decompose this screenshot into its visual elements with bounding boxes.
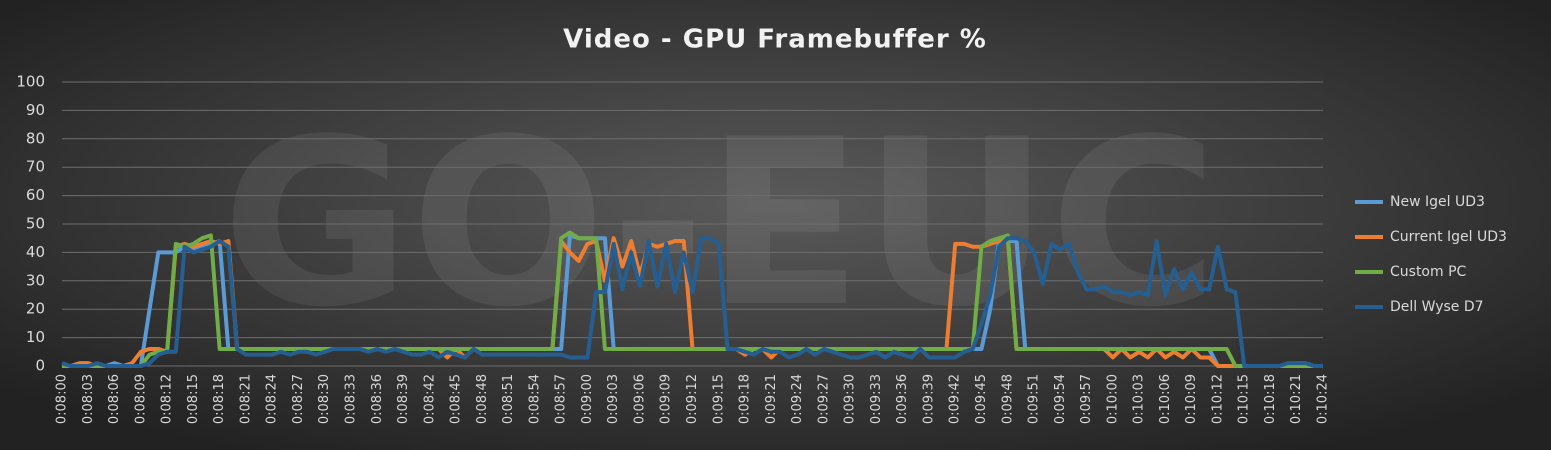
x-tick-label: 0:09:36	[895, 374, 910, 424]
x-tick-label: 0:09:54	[1053, 374, 1068, 424]
y-tick-label: 0	[35, 357, 45, 375]
x-tick-label: 0:10:18	[1263, 374, 1278, 424]
x-tick-label: 0:08:57	[554, 374, 569, 424]
x-tick-label: 0:08:27	[291, 374, 306, 424]
x-tick-label: 0:09:15	[711, 374, 726, 424]
x-tick-label: 0:09:12	[685, 374, 700, 424]
x-tick-label: 0:08:39	[396, 374, 411, 424]
x-tick-label: 0:08:15	[186, 374, 201, 424]
series-line	[61, 236, 1323, 368]
x-tick-label: 0:08:09	[133, 374, 148, 424]
series-line	[62, 230, 1323, 368]
grid: 0 10 20 30 40 50 60 70 80 90 100	[16, 73, 1323, 375]
x-tick-label: 0:08:21	[238, 374, 253, 424]
x-tick-label: 0:09:03	[606, 374, 621, 424]
y-tick-label: 50	[26, 215, 45, 233]
x-tick-label: 0:10:12	[1210, 374, 1225, 424]
x-tick-label: 0:08:42	[422, 374, 437, 424]
y-tick-label: 70	[26, 158, 45, 176]
x-tick-label: 0:08:18	[212, 374, 227, 424]
y-tick-label: 10	[26, 328, 45, 346]
x-tick-label: 0:09:30	[843, 374, 858, 424]
x-tick-label: 0:08:48	[475, 374, 490, 424]
x-tick-label: 0:08:36	[370, 374, 385, 424]
y-tick-label: 80	[26, 129, 45, 147]
x-tick-label: 0:10:24	[1316, 374, 1331, 424]
x-tick-label: 0:09:24	[790, 374, 805, 424]
x-tick-label: 0:09:33	[869, 374, 884, 424]
x-axis: 0:08:00 0:08:03 0:08:06 0:08:09 0:08:12 0:08:…	[55, 374, 1331, 424]
legend-label: Custom PC	[1390, 264, 1467, 280]
x-tick-label: 0:09:42	[948, 374, 963, 424]
legend-label: Current Igel UD3	[1390, 229, 1507, 245]
x-tick-label: 0:10:21	[1289, 374, 1304, 424]
x-tick-label: 0:08:51	[501, 374, 516, 424]
x-tick-label: 0:08:06	[107, 374, 122, 424]
x-tick-label: 0:10:00	[1105, 374, 1120, 424]
plot	[61, 230, 1323, 368]
x-tick-label: 0:10:03	[1132, 374, 1147, 424]
x-tick-label: 0:09:09	[659, 374, 674, 424]
x-tick-label: 0:08:45	[449, 374, 464, 424]
x-tick-label: 0:08:00	[55, 374, 70, 424]
x-tick-label: 0:08:12	[160, 374, 175, 424]
chart-title: Video - GPU Framebuffer %	[563, 25, 987, 55]
x-tick-label: 0:09:21	[764, 374, 779, 424]
x-tick-label: 0:09:00	[580, 374, 595, 424]
legend-label: Dell Wyse D7	[1390, 299, 1484, 315]
x-tick-label: 0:10:06	[1158, 374, 1173, 424]
y-tick-label: 60	[26, 186, 45, 204]
x-tick-label: 0:09:27	[816, 374, 831, 424]
x-tick-label: 0:09:48	[1000, 374, 1015, 424]
x-tick-label: 0:09:39	[921, 374, 936, 424]
x-tick-label: 0:08:03	[81, 374, 96, 424]
x-tick-label: 0:08:24	[265, 374, 280, 424]
x-tick-label: 0:08:30	[317, 374, 332, 424]
x-tick-label: 0:09:57	[1079, 374, 1094, 424]
y-tick-label: 30	[26, 271, 45, 289]
x-tick-label: 0:08:33	[343, 374, 358, 424]
x-tick-label: 0:08:54	[527, 374, 542, 424]
x-tick-label: 0:09:45	[974, 374, 989, 424]
y-tick-label: 40	[26, 243, 45, 261]
legend-label: New Igel UD3	[1390, 194, 1485, 210]
x-tick-label: 0:09:18	[738, 374, 753, 424]
x-tick-label: 0:09:06	[632, 374, 647, 424]
y-tick-label: 90	[26, 101, 45, 119]
x-tick-label: 0:10:15	[1237, 374, 1252, 424]
legend: New Igel UD3 Current Igel UD3 Custom PC Del…	[1355, 194, 1507, 315]
x-tick-label: 0:09:51	[1027, 374, 1042, 424]
x-tick-label: 0:10:09	[1184, 374, 1199, 424]
y-tick-label: 20	[26, 300, 45, 318]
y-tick-label: 100	[16, 73, 45, 91]
